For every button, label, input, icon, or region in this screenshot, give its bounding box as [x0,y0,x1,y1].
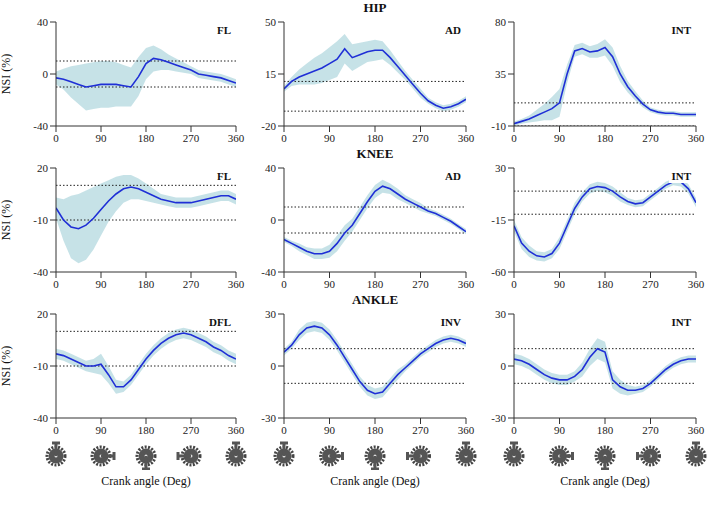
svg-text:270: 270 [412,424,429,436]
svg-text:35: 35 [495,68,507,80]
svg-text:360: 360 [228,424,245,436]
svg-text:50: 50 [265,16,277,28]
svg-text:80: 80 [495,16,507,28]
svg-text:0: 0 [511,424,517,436]
svg-text:30: 30 [495,308,507,320]
svg-text:-15: -15 [491,214,506,226]
svg-text:-60: -60 [491,266,506,278]
svg-text:270: 270 [183,132,200,144]
svg-text:NSI (%): NSI (%) [0,346,13,386]
html-text:ANKLE: ANKLE [351,292,399,307]
html-text:Crank angle (Deg): Crank angle (Deg) [330,474,420,488]
svg-text:NSI (%): NSI (%) [0,200,13,240]
svg-text:0: 0 [281,278,287,290]
svg-text:-20: -20 [261,120,276,132]
svg-text:-10: -10 [491,120,506,132]
svg-text:40: 40 [265,162,277,174]
svg-text:270: 270 [183,424,200,436]
svg-text:90: 90 [554,424,566,436]
svg-text:0: 0 [281,424,287,436]
svg-text:30: 30 [265,308,277,320]
svg-text:20: 20 [37,162,49,174]
svg-text:-40: -40 [33,412,48,424]
svg-text:30: 30 [495,162,507,174]
svg-text:270: 270 [642,424,659,436]
svg-text:180: 180 [138,424,155,436]
svg-text:360: 360 [688,278,705,290]
html-text:Crank angle (Deg): Crank angle (Deg) [101,474,191,488]
svg-text:90: 90 [96,278,108,290]
svg-text:90: 90 [324,278,336,290]
svg-text:270: 270 [412,132,429,144]
svg-text:180: 180 [367,278,384,290]
svg-text:20: 20 [37,308,49,320]
svg-text:180: 180 [367,424,384,436]
svg-text:180: 180 [138,132,155,144]
html-text:FL: FL [216,24,231,36]
svg-text:0: 0 [501,360,507,372]
html-text:FL: FL [216,170,231,182]
svg-text:360: 360 [458,132,475,144]
svg-text:360: 360 [458,278,475,290]
html-text:HIP: HIP [363,0,387,15]
svg-text:90: 90 [96,132,108,144]
svg-text:-10: -10 [33,214,48,226]
svg-text:90: 90 [96,424,108,436]
svg-text:-40: -40 [33,120,48,132]
svg-text:-40: -40 [261,266,276,278]
svg-text:15: 15 [265,68,277,80]
svg-text:180: 180 [597,278,614,290]
svg-text:0: 0 [53,132,59,144]
svg-text:360: 360 [228,132,245,144]
svg-text:270: 270 [412,278,429,290]
svg-text:0: 0 [281,132,287,144]
svg-text:-30: -30 [491,412,506,424]
svg-text:0: 0 [53,278,59,290]
html-text:INV: INV [440,316,461,328]
svg-text:270: 270 [642,132,659,144]
svg-text:0: 0 [43,68,49,80]
svg-text:NSI (%): NSI (%) [0,54,13,94]
html-text:Crank angle (Deg): Crank angle (Deg) [560,474,650,488]
svg-text:90: 90 [324,424,336,436]
svg-text:-40: -40 [33,266,48,278]
svg-text:360: 360 [688,424,705,436]
svg-text:-10: -10 [33,360,48,372]
svg-text:0: 0 [271,214,277,226]
html-text:INT: INT [671,24,691,36]
svg-text:270: 270 [183,278,200,290]
svg-text:90: 90 [324,132,336,144]
html-text:INT: INT [671,316,691,328]
svg-text:0: 0 [511,132,517,144]
svg-text:90: 90 [554,278,566,290]
svg-text:360: 360 [458,424,475,436]
html-text:INT: INT [671,170,691,182]
svg-text:-30: -30 [261,412,276,424]
svg-text:270: 270 [642,278,659,290]
svg-text:40: 40 [37,16,49,28]
svg-text:180: 180 [138,278,155,290]
svg-text:0: 0 [53,424,59,436]
html-text:KNEE: KNEE [356,146,394,161]
svg-text:180: 180 [367,132,384,144]
svg-text:0: 0 [271,360,277,372]
svg-text:180: 180 [597,424,614,436]
html-text:AD: AD [445,24,461,36]
svg-text:360: 360 [688,132,705,144]
svg-text:180: 180 [597,132,614,144]
svg-text:0: 0 [511,278,517,290]
html-text:AD: AD [445,170,461,182]
svg-text:90: 90 [554,132,566,144]
html-text:DFL: DFL [209,316,231,328]
svg-text:360: 360 [228,278,245,290]
